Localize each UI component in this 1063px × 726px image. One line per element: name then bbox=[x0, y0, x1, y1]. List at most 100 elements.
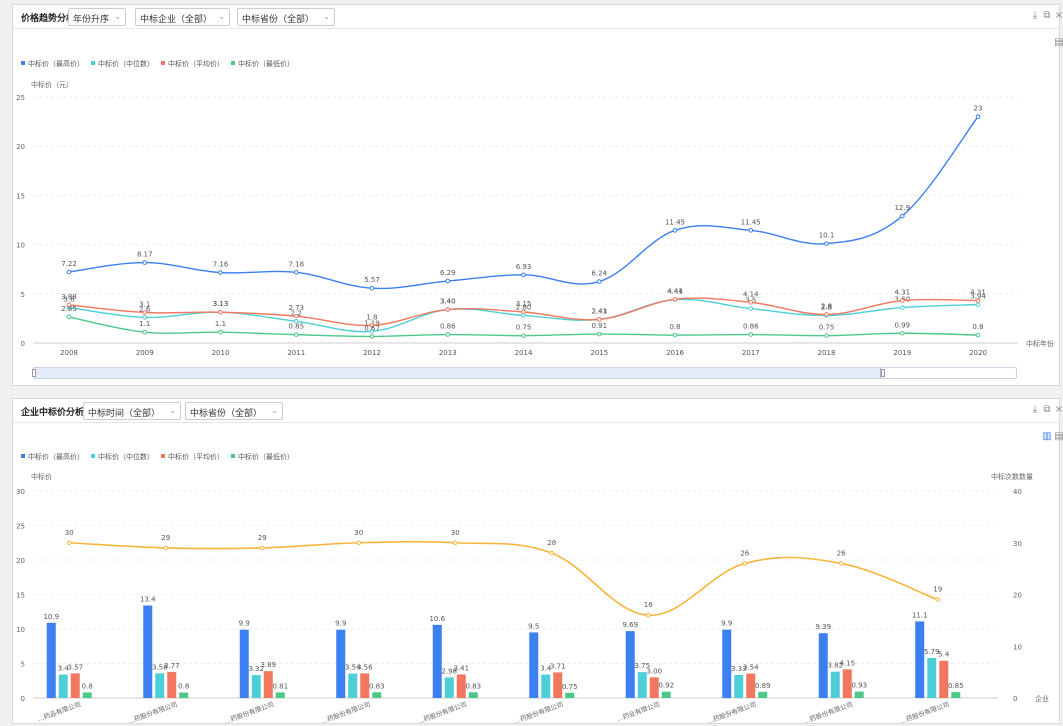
company-select[interactable]: 中标企业（全部） ⌄ bbox=[135, 8, 230, 26]
province-select[interactable]: 中标省份（全部） ⌄ bbox=[185, 402, 283, 420]
data-label: 0.81 bbox=[272, 682, 288, 690]
bar bbox=[432, 624, 442, 698]
y-tick-label: 25 bbox=[16, 523, 25, 531]
province-select-value: 中标省份（全部） bbox=[190, 409, 263, 419]
data-zoom-handle-right[interactable] bbox=[881, 369, 885, 377]
data-zoom-slider[interactable] bbox=[32, 367, 1017, 379]
data-label: 9.5 bbox=[528, 622, 539, 630]
data-point bbox=[142, 329, 148, 335]
data-point bbox=[521, 333, 526, 338]
x-tick-label: …药股份有限公司 bbox=[319, 699, 371, 723]
data-point bbox=[521, 272, 526, 278]
bar bbox=[58, 674, 68, 698]
data-label: 0.89 bbox=[755, 682, 771, 690]
legend-swatch bbox=[161, 61, 165, 65]
x-axis-label: 企业 bbox=[1035, 694, 1049, 703]
data-label: 5.4 bbox=[938, 651, 950, 659]
data-point bbox=[259, 545, 265, 551]
data-label: 9.69 bbox=[622, 621, 638, 629]
data-point bbox=[445, 332, 451, 337]
data-zoom-range[interactable] bbox=[34, 368, 882, 378]
chevron-down-icon: ⌄ bbox=[323, 12, 330, 21]
legend-swatch bbox=[91, 454, 95, 458]
data-point bbox=[742, 561, 748, 566]
data-label: 9.9 bbox=[239, 620, 250, 628]
sort-select-value: 年份升序 bbox=[73, 15, 110, 25]
legend-label: 中标价（中位数） bbox=[98, 59, 154, 68]
data-point bbox=[142, 260, 148, 265]
data-point bbox=[293, 319, 299, 324]
data-point bbox=[142, 315, 148, 320]
data-point bbox=[218, 270, 223, 275]
data-label: 26 bbox=[740, 549, 749, 557]
y-tick-label: 20 bbox=[16, 557, 25, 565]
y-tick-label: 0 bbox=[21, 340, 25, 348]
x-tick-label: 2011 bbox=[287, 349, 305, 357]
bar bbox=[758, 691, 768, 698]
bar bbox=[167, 671, 177, 698]
data-point bbox=[645, 612, 651, 618]
document-icon[interactable]: ▤ bbox=[1054, 37, 1063, 48]
bar bbox=[541, 674, 551, 698]
province-select[interactable]: 中标省份（全部） ⌄ bbox=[237, 8, 335, 26]
panel-title: 企业中标价分析 bbox=[21, 408, 85, 418]
data-label: 6.24 bbox=[591, 270, 607, 278]
data-point bbox=[975, 302, 981, 307]
data-label: 3.40 bbox=[440, 298, 456, 306]
y2-tick-label: 40 bbox=[1013, 488, 1022, 496]
chevron-down-icon: ⌄ bbox=[271, 406, 278, 415]
data-label: 1.8 bbox=[366, 313, 377, 321]
data-label: 0.8 bbox=[669, 323, 680, 331]
bar-chart-icon[interactable]: ▥ bbox=[1042, 431, 1052, 442]
series-line bbox=[69, 540, 939, 617]
document-icon[interactable]: ▤ bbox=[1054, 431, 1063, 442]
price-trend-panel: 价格趋势分析 年份升序 ⌄ 中标企业（全部） ⌄ 中标省份（全部） ⌄ ⤓ ⧉ … bbox=[12, 4, 1063, 386]
x-tick-label: 2016 bbox=[666, 349, 684, 357]
bar bbox=[155, 673, 165, 698]
bar bbox=[854, 691, 864, 698]
open-external-icon[interactable]: ⧉ bbox=[1043, 10, 1051, 21]
data-point bbox=[748, 306, 754, 311]
data-label: 11.45 bbox=[665, 218, 685, 226]
data-label: 11.1 bbox=[912, 611, 928, 619]
y-tick-label: 30 bbox=[16, 488, 25, 496]
time-select-value: 中标时间（全部） bbox=[88, 409, 161, 419]
bar bbox=[444, 677, 454, 698]
data-label: 0.8 bbox=[972, 323, 983, 331]
data-label: 2.41 bbox=[591, 307, 607, 315]
x-tick-label: …药股份有限公司 bbox=[512, 699, 564, 723]
bar bbox=[842, 669, 852, 698]
data-label: 7.16 bbox=[213, 261, 229, 269]
bar bbox=[239, 629, 249, 698]
legend-label: 中标价（平均价） bbox=[168, 452, 224, 461]
data-label: 4.44 bbox=[667, 287, 683, 295]
data-point bbox=[899, 305, 905, 310]
sort-select[interactable]: 年份升序 ⌄ bbox=[68, 8, 126, 26]
data-label: 2.98 bbox=[441, 667, 457, 675]
data-point bbox=[748, 299, 754, 305]
data-point bbox=[369, 285, 375, 291]
open-external-icon[interactable]: ⧉ bbox=[1043, 404, 1051, 415]
data-zoom-handle-left[interactable] bbox=[32, 369, 36, 377]
close-icon[interactable]: × bbox=[1054, 404, 1063, 415]
close-icon[interactable]: × bbox=[1054, 10, 1063, 21]
bar bbox=[722, 629, 732, 698]
data-label: 3.32 bbox=[248, 665, 264, 673]
data-label: 3.57 bbox=[67, 663, 83, 671]
bar bbox=[251, 675, 261, 698]
legend-swatch bbox=[21, 61, 25, 65]
panel-title: 价格趋势分析 bbox=[21, 14, 76, 24]
data-label: 10.6 bbox=[429, 615, 445, 623]
legend-label: 中标价（最低价） bbox=[238, 452, 294, 461]
download-icon[interactable]: ⤓ bbox=[1032, 10, 1038, 21]
y-tick-label: 25 bbox=[16, 94, 25, 102]
download-icon[interactable]: ⤓ bbox=[1032, 404, 1038, 415]
data-label: 0.75 bbox=[819, 324, 835, 332]
data-point bbox=[975, 114, 981, 119]
price-trend-chart: 中标价（最高价） 中标价（中位数） 中标价（平均价） 中标价（最低价） 中标价（元） 0 5… bbox=[16, 59, 1054, 357]
time-select[interactable]: 中标时间（全部） ⌄ bbox=[83, 402, 181, 420]
bar bbox=[275, 692, 285, 698]
data-point bbox=[596, 331, 602, 337]
bar bbox=[637, 672, 647, 698]
data-label: 3.58 bbox=[152, 663, 168, 671]
